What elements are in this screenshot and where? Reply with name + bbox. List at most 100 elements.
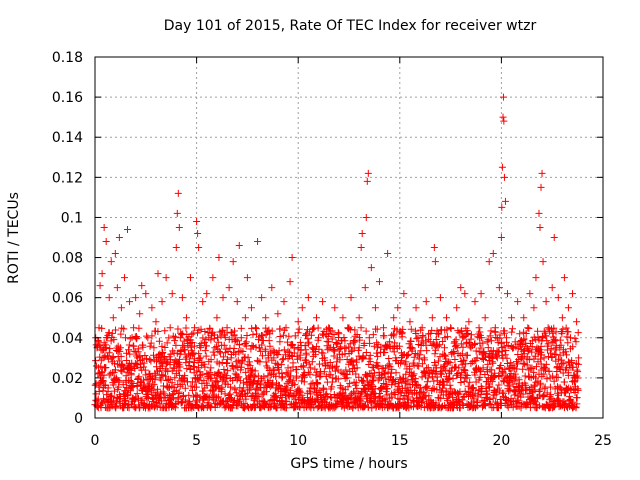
data-point: [486, 396, 494, 404]
data-point: [365, 384, 373, 392]
data-point: [369, 374, 377, 382]
data-point: [202, 352, 210, 360]
data-point: [313, 368, 321, 376]
data-point: [323, 390, 331, 398]
data-point: [298, 304, 306, 312]
data-point: [220, 341, 228, 349]
data-point: [343, 374, 351, 382]
data-points: [91, 93, 583, 412]
data-point: [483, 389, 491, 397]
data-point: [524, 347, 532, 355]
data-point: [394, 379, 402, 387]
data-point: [508, 328, 516, 336]
data-point: [392, 354, 400, 362]
data-point: [402, 370, 410, 378]
data-point: [182, 359, 190, 367]
data-point: [242, 368, 250, 376]
data-point: [381, 396, 389, 404]
data-point: [362, 213, 370, 221]
data-point: [315, 334, 323, 342]
data-point: [560, 378, 568, 386]
data-point: [486, 382, 494, 390]
data-point: [395, 342, 403, 350]
data-point: [532, 274, 540, 282]
data-point: [148, 332, 156, 340]
data-point: [136, 310, 144, 318]
data-point: [543, 389, 551, 397]
data-point: [218, 383, 226, 391]
data-point: [506, 364, 514, 372]
data-point: [503, 359, 511, 367]
data-point: [422, 298, 430, 306]
data-point: [325, 324, 333, 332]
data-point: [546, 349, 554, 357]
data-point: [504, 342, 512, 350]
y-tick-label: 0.08: [52, 251, 83, 267]
data-point: [426, 330, 434, 338]
data-point: [534, 334, 542, 342]
data-point: [389, 344, 397, 352]
data-point: [109, 381, 117, 389]
data-point: [153, 403, 161, 411]
data-point: [537, 183, 545, 191]
data-point: [486, 332, 494, 340]
data-point: [433, 327, 441, 335]
data-point: [382, 375, 390, 383]
data-point: [563, 351, 571, 359]
data-point: [308, 325, 316, 333]
data-point: [210, 351, 218, 359]
data-point: [388, 365, 396, 373]
data-point: [553, 383, 561, 391]
data-point: [536, 223, 544, 231]
data-point: [446, 374, 454, 382]
data-point: [265, 326, 273, 334]
data-point: [160, 354, 168, 362]
data-point: [465, 339, 473, 347]
data-point: [175, 367, 183, 375]
data-point: [475, 324, 483, 332]
data-point: [436, 294, 444, 302]
data-point: [144, 386, 152, 394]
data-point: [569, 363, 577, 371]
data-point: [536, 386, 544, 394]
data-point: [380, 324, 388, 332]
data-point: [199, 334, 207, 342]
data-point: [287, 386, 295, 394]
data-point: [381, 369, 389, 377]
data-point: [360, 386, 368, 394]
data-point: [467, 331, 475, 339]
data-point: [410, 353, 418, 361]
data-point: [187, 343, 195, 351]
data-point: [439, 337, 447, 345]
data-point: [102, 238, 110, 246]
data-point: [574, 329, 582, 337]
data-point: [231, 370, 239, 378]
data-point: [171, 374, 179, 382]
data-point: [502, 334, 510, 342]
data-point: [238, 387, 246, 395]
data-point: [443, 314, 451, 322]
data-point: [184, 350, 192, 358]
data-point: [125, 341, 133, 349]
data-point: [199, 298, 207, 306]
data-point: [335, 330, 343, 338]
data-point: [487, 337, 495, 345]
data-point: [310, 384, 318, 392]
data-point: [229, 365, 237, 373]
data-point: [270, 367, 278, 375]
data-point: [548, 284, 556, 292]
data-point: [331, 347, 339, 355]
data-point: [300, 378, 308, 386]
x-tick-label: 25: [594, 433, 612, 449]
data-point: [110, 336, 118, 344]
data-point: [459, 343, 467, 351]
data-point: [513, 360, 521, 368]
data-point: [185, 391, 193, 399]
data-point: [404, 384, 412, 392]
data-point: [530, 304, 538, 312]
data-point: [265, 337, 273, 345]
data-point: [422, 383, 430, 391]
data-point: [209, 274, 217, 282]
data-point: [526, 290, 534, 298]
data-point: [92, 390, 100, 398]
